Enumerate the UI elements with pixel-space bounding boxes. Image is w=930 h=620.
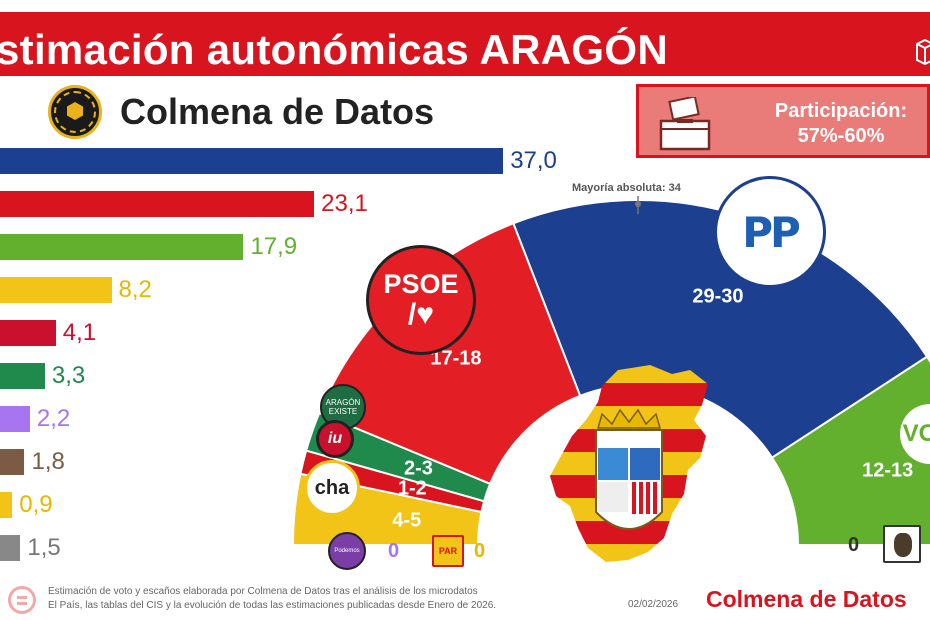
podemos-logo: Podemos bbox=[328, 532, 366, 570]
seat-range-label: 1-2 bbox=[397, 477, 427, 500]
par-seats: 0 bbox=[474, 540, 486, 562]
pp-logo-text: PP bbox=[727, 189, 813, 275]
seat-range-label: 29-30 bbox=[692, 285, 744, 308]
participation-label: Participación: bbox=[774, 100, 908, 122]
face-icon bbox=[894, 533, 912, 557]
bar-value-label: 4,1 bbox=[62, 319, 97, 346]
podemos-logo-text: Podemos bbox=[334, 548, 360, 554]
equals-icon bbox=[8, 586, 36, 614]
bar-value-label: 8,2 bbox=[118, 276, 152, 303]
brand-header: Colmena de Datos bbox=[48, 84, 434, 140]
bar bbox=[0, 492, 13, 518]
title-banner: stimación autonómicas ARAGÓN bbox=[0, 12, 930, 76]
footer-line-1: Estimación de voto y escaños elaborada p… bbox=[48, 586, 478, 597]
cha-logo: cha bbox=[304, 460, 360, 516]
seat-range-label: 12-13 bbox=[862, 459, 914, 482]
hemicycle-segment bbox=[317, 222, 582, 486]
colmena-logo-icon bbox=[48, 85, 102, 139]
bar bbox=[0, 363, 45, 389]
footer-date: 02/02/2026 bbox=[628, 599, 679, 610]
iu-logo-text: iu bbox=[327, 430, 343, 447]
bar-value-label: 1,8 bbox=[31, 448, 65, 475]
ae-logo-line1: ARAGÓN bbox=[325, 398, 361, 407]
bar bbox=[0, 191, 315, 217]
participation-text: Participación: 57%-60% bbox=[751, 99, 930, 149]
page-title: stimación autonómicas ARAGÓN bbox=[0, 26, 668, 73]
hemicycle-segment bbox=[770, 355, 930, 546]
seat-range-label: 17-18 bbox=[430, 347, 482, 370]
teruel-existe-seats: 0 bbox=[848, 534, 860, 556]
ae-logo-line2: EXISTE bbox=[328, 407, 358, 416]
bar bbox=[0, 320, 56, 346]
bar bbox=[0, 148, 504, 174]
bar bbox=[0, 277, 112, 303]
par-logo-text: PAR bbox=[438, 546, 458, 556]
vox-logo-text: VO bbox=[902, 420, 930, 447]
bar-value-label: 2,2 bbox=[36, 405, 71, 432]
majority-dot bbox=[635, 201, 641, 207]
footer-brand: Colmena de Datos bbox=[706, 586, 907, 612]
footer-line-2: El País, las tablas del CIS y la evoluci… bbox=[48, 600, 497, 611]
ballot-box-icon bbox=[659, 97, 711, 151]
bar bbox=[0, 406, 30, 432]
participation-box: Participación: 57%-60% bbox=[636, 84, 930, 158]
brand-name: Colmena de Datos bbox=[120, 91, 435, 132]
bar-value-label: 1,5 bbox=[27, 534, 61, 561]
bar-value-label: 23,1 bbox=[321, 190, 368, 217]
footer-note: Estimación de voto y escaños elaborada p… bbox=[48, 585, 638, 613]
cube-icon bbox=[916, 38, 930, 66]
psoe-logo-symbol: /♥ bbox=[407, 298, 435, 331]
seat-range-label: 4-5 bbox=[392, 509, 422, 532]
participation-range: 57%-60% bbox=[797, 125, 885, 147]
bar-value-label: 37,0 bbox=[510, 147, 557, 174]
bar bbox=[0, 535, 21, 561]
pp-logo: PP bbox=[714, 176, 826, 288]
par-logo: PAR bbox=[432, 535, 464, 567]
podemos-seats: 0 bbox=[388, 540, 400, 562]
psoe-logo-text: PSOE bbox=[383, 269, 459, 299]
seat-range-label: 2-3 bbox=[403, 457, 433, 480]
bar bbox=[0, 449, 25, 475]
bar bbox=[0, 234, 244, 260]
bar-value-label: 0,9 bbox=[19, 491, 53, 518]
psoe-logo: PSOE /♥ bbox=[366, 245, 476, 355]
bar-value-label: 17,9 bbox=[250, 233, 298, 260]
cha-logo-text: cha bbox=[314, 476, 350, 499]
teruel-existe-logo bbox=[883, 525, 921, 563]
majority-label: Mayoría absoluta: 34 bbox=[572, 182, 681, 194]
iu-logo: iu bbox=[316, 420, 354, 458]
bar-value-label: 3,3 bbox=[51, 362, 86, 389]
